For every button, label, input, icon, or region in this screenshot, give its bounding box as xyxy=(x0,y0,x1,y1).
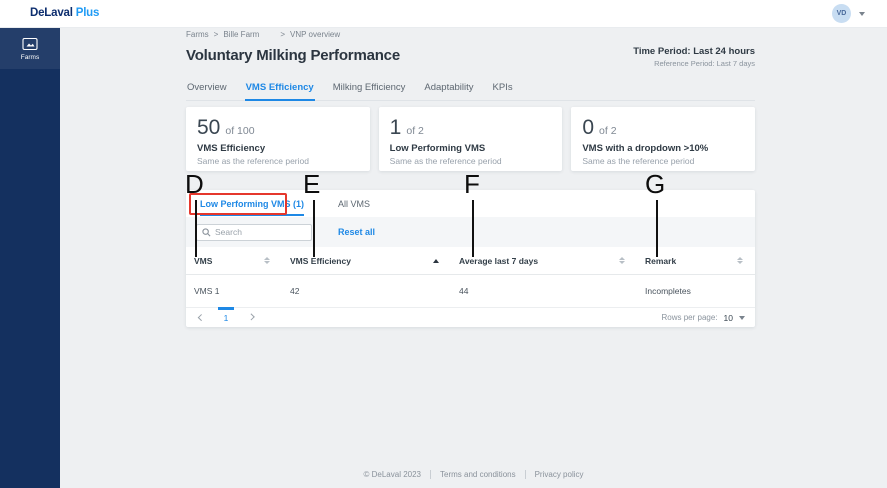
sort-icon[interactable] xyxy=(619,257,625,264)
breadcrumb-separator: > xyxy=(280,30,286,39)
table-row[interactable]: VMS 1 42 44 Incompletes xyxy=(186,275,755,308)
annotation-letter-d: D xyxy=(185,169,204,199)
stat-value: 50 xyxy=(197,116,221,139)
stat-of-text: of 2 xyxy=(599,125,617,137)
avatar[interactable]: VD xyxy=(832,4,851,23)
column-header-vms[interactable]: VMS xyxy=(194,256,290,266)
period-info: Time Period: Last 24 hours Reference Per… xyxy=(633,46,755,68)
table-header-row: VMS VMS Efficiency Average last 7 days R… xyxy=(186,247,755,275)
annotation-letter-f: F xyxy=(464,169,480,199)
stat-title: VMS with a dropdown >10% xyxy=(582,143,709,154)
column-label: VMS xyxy=(194,255,213,266)
delaval-plus-logo: DeLaval Plus xyxy=(30,7,99,19)
rows-per-page-select[interactable]: Rows per page: 10 xyxy=(661,312,745,323)
cell-remark: Incompletes xyxy=(645,286,691,296)
cell-efficiency: 42 xyxy=(290,286,300,296)
search-input[interactable] xyxy=(215,227,301,237)
rows-per-page-label: Rows per page: xyxy=(661,313,718,322)
column-label: Remark xyxy=(645,255,677,266)
column-header-remark[interactable]: Remark xyxy=(645,256,755,266)
reference-period-label: Reference Period: Last 7 days xyxy=(654,59,755,68)
next-page-icon[interactable] xyxy=(246,313,256,323)
previous-page-icon[interactable] xyxy=(196,313,206,323)
cell-average: 44 xyxy=(459,286,469,296)
sort-icon[interactable] xyxy=(737,257,743,264)
breadcrumb-separator: > xyxy=(213,30,219,39)
tab-vms-efficiency[interactable]: VMS Efficiency xyxy=(244,80,315,101)
annotation-letter-e: E xyxy=(303,169,321,199)
pager: 1 xyxy=(196,306,256,323)
cell-vms: VMS 1 xyxy=(194,286,220,296)
logo-text-primary: DeLaval xyxy=(30,7,73,19)
column-header-vms-efficiency[interactable]: VMS Efficiency xyxy=(290,256,459,266)
annotation-line-e xyxy=(313,200,315,257)
stat-card-dropdown: 0 of 2 VMS with a dropdown >10% Same as … xyxy=(571,107,756,171)
rows-per-page-value: 10 xyxy=(723,312,733,323)
search-icon xyxy=(202,227,211,236)
sidebar-item-label: Farms xyxy=(20,54,40,61)
column-label: VMS Efficiency xyxy=(290,255,351,266)
search-box[interactable] xyxy=(196,223,312,241)
chevron-down-icon xyxy=(739,315,745,320)
privacy-link[interactable]: Privacy policy xyxy=(534,470,584,479)
stat-value: 1 xyxy=(389,116,402,139)
column-header-average[interactable]: Average last 7 days xyxy=(459,256,645,266)
tab-overview[interactable]: Overview xyxy=(187,82,227,93)
page-number[interactable]: 1 xyxy=(218,306,234,323)
sort-ascending-icon[interactable] xyxy=(433,258,439,263)
stat-card-low-performing: 1 of 2 Low Performing VMS Same as the re… xyxy=(378,107,563,171)
sidebar: Farms xyxy=(0,28,60,488)
annotation-highlight-box xyxy=(189,193,287,215)
annotation-line-d xyxy=(195,200,197,257)
logo-text-secondary: Plus xyxy=(75,7,100,19)
farms-icon xyxy=(22,37,38,51)
breadcrumb-item-farm[interactable]: Bille Farm xyxy=(223,30,260,39)
annotation-line-f xyxy=(472,200,474,257)
chevron-down-icon xyxy=(859,11,865,16)
tab-kpis[interactable]: KPIs xyxy=(492,82,513,93)
stat-of-text: of 100 xyxy=(225,125,255,137)
vms-table-card: Low Performing VMS (1) All VMS Reset all… xyxy=(186,190,755,327)
stat-subtitle: Same as the reference period xyxy=(197,156,309,166)
table-toolbar: Reset all xyxy=(186,217,755,247)
reset-all-link[interactable]: Reset all xyxy=(338,227,376,237)
stat-value: 0 xyxy=(582,116,595,139)
tab-adaptability[interactable]: Adaptability xyxy=(424,82,474,93)
sort-icon[interactable] xyxy=(264,257,270,264)
time-period-label: Time Period: Last 24 hours xyxy=(633,46,755,57)
footer-divider xyxy=(430,470,431,479)
filter-tab-all-vms[interactable]: All VMS xyxy=(338,198,371,209)
table-filter-tabs: Low Performing VMS (1) All VMS xyxy=(186,190,755,217)
stat-of-text: of 2 xyxy=(406,125,424,137)
page-footer: © DeLaval 2023 Terms and conditions Priv… xyxy=(60,470,887,479)
tab-milking-efficiency[interactable]: Milking Efficiency xyxy=(332,82,406,93)
breadcrumb-item-vnp-overview[interactable]: VNP overview xyxy=(290,30,341,39)
pagination-row: 1 Rows per page: 10 xyxy=(186,306,755,327)
breadcrumb: Farms > Bille Farm > VNP overview xyxy=(186,30,340,39)
page-tabs: Overview VMS Efficiency Milking Efficien… xyxy=(186,80,755,101)
sidebar-item-farms[interactable]: Farms xyxy=(0,28,60,69)
page-title: Voluntary Milking Performance xyxy=(186,47,400,64)
stat-subtitle: Same as the reference period xyxy=(389,156,502,166)
annotation-letter-g: G xyxy=(645,169,666,199)
user-menu[interactable]: VD xyxy=(832,4,865,23)
terms-link[interactable]: Terms and conditions xyxy=(440,470,516,479)
copyright-text: © DeLaval 2023 xyxy=(363,470,422,479)
breadcrumb-item-farms[interactable]: Farms xyxy=(186,30,209,39)
column-label: Average last 7 days xyxy=(459,255,539,266)
stat-cards-row: 50 of 100 VMS Efficiency Same as the ref… xyxy=(186,107,756,171)
footer-divider xyxy=(524,470,526,479)
annotation-line-g xyxy=(656,200,658,257)
stat-card-vms-efficiency: 50 of 100 VMS Efficiency Same as the ref… xyxy=(186,107,370,171)
stat-subtitle: Same as the reference period xyxy=(582,156,695,166)
stat-title: Low Performing VMS xyxy=(389,143,486,154)
top-bar: DeLaval Plus VD xyxy=(0,0,887,28)
stat-title: VMS Efficiency xyxy=(197,143,266,154)
